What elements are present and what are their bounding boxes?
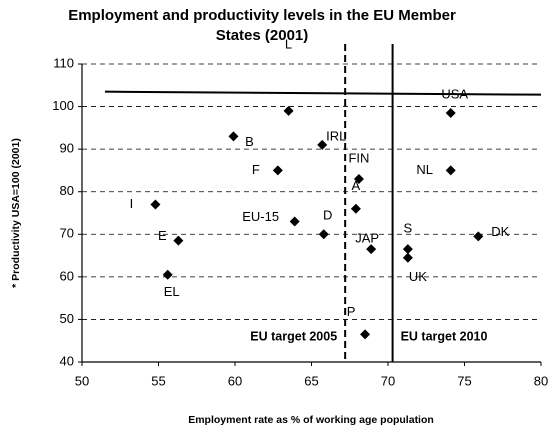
x-tick-label: 55 [151, 373, 165, 388]
x-tick-label: 75 [457, 373, 471, 388]
point [353, 173, 364, 184]
chart-title: Employment and productivity levels in th… [68, 7, 456, 24]
y-tick-label: 100 [52, 98, 74, 113]
point [318, 229, 329, 240]
point-label: EU-15 [242, 209, 279, 224]
point [360, 329, 371, 340]
point [473, 231, 484, 242]
point-label: S [404, 221, 413, 236]
point-label: EL [164, 284, 180, 299]
point [445, 165, 456, 176]
point-label: UK [409, 269, 427, 284]
point [283, 105, 294, 116]
point-label: DK [491, 224, 509, 239]
reference-line [104, 90, 542, 96]
point-label: L [285, 36, 292, 51]
point-label: D [323, 208, 332, 223]
point [162, 269, 173, 280]
y-tick-label: 60 [60, 268, 74, 283]
point-label: A [352, 178, 361, 193]
point [272, 165, 283, 176]
x-tick-label: 65 [304, 373, 318, 388]
point [173, 235, 184, 246]
point-label: I [130, 196, 134, 211]
point-label: NL [416, 162, 433, 177]
point-label: E [158, 228, 167, 243]
point [350, 203, 361, 214]
y-tick-label: 40 [60, 353, 74, 368]
x-axis-label: Employment rate as % of working age popu… [188, 414, 434, 426]
chart-title: States (2001) [216, 27, 309, 44]
point [289, 216, 300, 227]
point-label: FIN [348, 150, 369, 165]
target-label: EU target 2005 [250, 329, 337, 343]
y-axis-label: * Productivity USA=100 (2001) [10, 138, 22, 288]
point [317, 139, 328, 150]
y-tick-label: 70 [60, 226, 74, 241]
point-label: P [347, 304, 356, 319]
point [445, 107, 456, 118]
x-tick-label: 60 [228, 373, 242, 388]
point [150, 199, 161, 210]
point-label: USA [441, 86, 468, 101]
x-tick-label: 80 [534, 373, 548, 388]
y-tick-label: 90 [60, 141, 74, 156]
point-label: B [245, 134, 254, 149]
target-label: EU target 2010 [401, 329, 488, 343]
point-label: F [252, 162, 260, 177]
y-tick-label: 50 [60, 311, 74, 326]
x-tick-label: 70 [381, 373, 395, 388]
point [402, 252, 413, 263]
point [366, 244, 377, 255]
y-tick-label: 110 [53, 55, 74, 70]
point [402, 244, 413, 255]
x-tick-label: 50 [75, 373, 89, 388]
point-label: JAP [355, 231, 379, 246]
point-label: IRL [326, 128, 346, 143]
point [228, 131, 239, 142]
y-tick-label: 80 [60, 183, 74, 198]
